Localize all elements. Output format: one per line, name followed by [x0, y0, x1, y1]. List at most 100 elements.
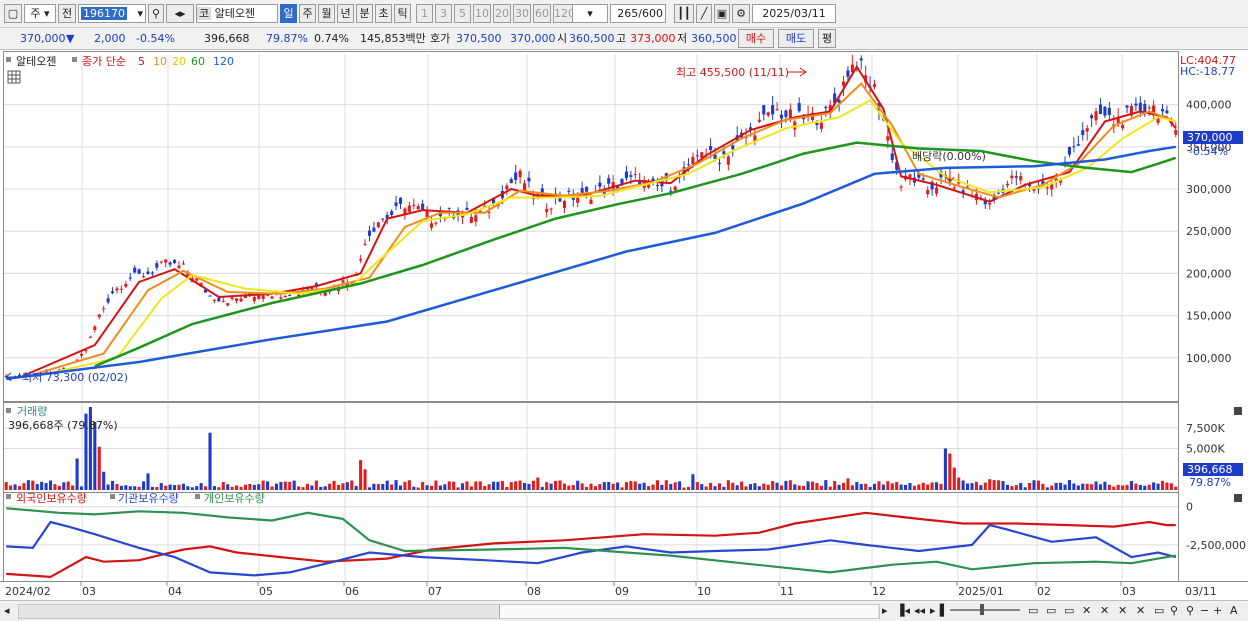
layout-1-icon[interactable]: ▭ [1028, 604, 1039, 617]
eval-button[interactable]: 평 [818, 29, 836, 48]
period-tab-2[interactable]: 월 [318, 4, 335, 23]
volume-bar [328, 483, 332, 490]
zoom-slider[interactable] [950, 604, 1020, 615]
period-tab-3[interactable]: 년 [337, 4, 354, 23]
settings-gear-icon[interactable]: ⚙ [732, 4, 750, 23]
interval-button-7[interactable]: 120 [553, 4, 573, 23]
candle [1160, 109, 1165, 112]
period-tab-0[interactable]: 일 [280, 4, 297, 23]
save-icon[interactable]: ▣ [714, 4, 730, 23]
layout-3-icon[interactable]: ▭ [1064, 604, 1075, 617]
volume-bar [1134, 483, 1138, 490]
period-tab-6[interactable]: 틱 [394, 4, 411, 23]
first-page-icon[interactable]: ▐◂ [896, 604, 910, 617]
volume-bar [323, 486, 327, 490]
prev-page-icon[interactable]: ◂◂ [914, 604, 926, 617]
draw-tool-icon[interactable]: ╱ [696, 4, 712, 23]
layout-2-icon[interactable]: ▭ [1046, 604, 1057, 617]
interval-button-1[interactable]: 3 [435, 4, 452, 23]
x-axis-label: 06 [345, 585, 359, 598]
volume-bar [549, 483, 553, 490]
volume-bar [810, 481, 815, 490]
interval-button-0[interactable]: 1 [416, 4, 433, 23]
sell-button[interactable]: 매도 [778, 29, 814, 48]
type-select[interactable]: 주 ▾ [24, 4, 56, 23]
candle-type-icon[interactable]: ┃┃ [674, 4, 694, 23]
scrollbar-thumb[interactable] [499, 605, 878, 618]
volume-ratio: 79.87% [266, 32, 308, 45]
volume-bar [633, 481, 637, 490]
interval-button-2[interactable]: 5 [454, 4, 471, 23]
interval-button-6[interactable]: 60 [533, 4, 551, 23]
candle [567, 190, 571, 192]
volume-bar [1059, 482, 1063, 490]
code-input[interactable]: 196170 ▾ [78, 4, 146, 23]
layout-4-icon[interactable]: ▭ [1154, 604, 1165, 617]
candle [673, 186, 677, 191]
volume-bar [204, 486, 208, 490]
candle [394, 202, 398, 207]
candle [895, 162, 899, 170]
candle [1005, 183, 1009, 186]
interval-button-5[interactable]: 30 [513, 4, 531, 23]
lc-label: LC:404.77 [1180, 54, 1236, 67]
chart-menu-icon[interactable]: ▢ [4, 4, 22, 23]
candle [589, 199, 593, 205]
volume-bar [753, 483, 757, 490]
interval-dropdown[interactable]: ▾ [572, 4, 608, 23]
count-input[interactable]: 265/600 [610, 4, 666, 23]
buy-button[interactable]: 매수 [738, 29, 774, 48]
interval-button-4[interactable]: 20 [493, 4, 511, 23]
stock-chart[interactable]: 400,000 350,000 300,000 250,000 200,000 150,0… [0, 51, 1248, 600]
candle [469, 216, 473, 224]
volume-bar [235, 485, 239, 490]
x-axis-label: 12 [872, 585, 886, 598]
minus-icon[interactable]: − [1200, 604, 1210, 617]
stock-name-field[interactable]: 코 알테오젠 [196, 4, 278, 23]
search-icon[interactable]: ⚲ [148, 4, 164, 23]
period-tab-4[interactable]: 분 [356, 4, 373, 23]
date-input[interactable]: 2025/03/11 [752, 4, 836, 23]
last-price-tag [1183, 131, 1243, 144]
volume-bar [341, 483, 345, 490]
volume-bar [709, 482, 713, 490]
horizontal-scrollbar[interactable] [18, 604, 880, 619]
volume-bar [518, 480, 522, 490]
crosshair-3-icon[interactable]: ✕ [1118, 604, 1128, 617]
legend-ma-120: 120 [213, 55, 234, 68]
crosshair-2-icon[interactable]: ✕ [1100, 604, 1110, 617]
volume-bar [775, 482, 779, 490]
candle [195, 278, 199, 281]
candle [403, 208, 407, 214]
candle [1174, 130, 1178, 135]
crosshair-icon[interactable]: ✕ [1082, 604, 1092, 617]
prev-button[interactable]: 전 [58, 4, 76, 23]
scroll-right-icon[interactable]: ▸ [882, 604, 888, 617]
holdings-panel-close-icon[interactable] [1234, 494, 1242, 502]
volume-bar [748, 484, 753, 490]
candle [252, 296, 256, 302]
current-price: 370,000 [20, 32, 66, 45]
price-change-pct: -0.54% [136, 32, 175, 45]
plus-icon[interactable]: + [1213, 604, 1223, 617]
speaker-icon[interactable]: ◂▸ [166, 4, 194, 23]
crosshair-4-icon[interactable]: ✕ [1136, 604, 1146, 617]
next-page-icon[interactable]: ▸▐ [930, 604, 944, 617]
zoom-in-icon[interactable]: ⚲ [1186, 604, 1195, 617]
candle [580, 188, 584, 193]
interval-button-3[interactable]: 10 [473, 4, 491, 23]
scroll-left-icon[interactable]: ◂ [4, 604, 10, 617]
period-tab-1[interactable]: 주 [299, 4, 316, 23]
volume-bar [593, 486, 597, 490]
period-tab-5[interactable]: 초 [375, 4, 392, 23]
volume-panel-close-icon[interactable] [1234, 407, 1242, 415]
volume-bar [1041, 483, 1045, 490]
font-size-icon[interactable]: A [1230, 604, 1238, 617]
volume-bar [208, 432, 212, 490]
candle [850, 64, 854, 73]
volume-bar [164, 485, 168, 490]
zoom-out-icon[interactable]: ⚲ [1170, 604, 1179, 617]
table-icon[interactable] [7, 70, 21, 84]
zoom-slider-handle[interactable] [980, 604, 984, 615]
candle [629, 175, 633, 177]
